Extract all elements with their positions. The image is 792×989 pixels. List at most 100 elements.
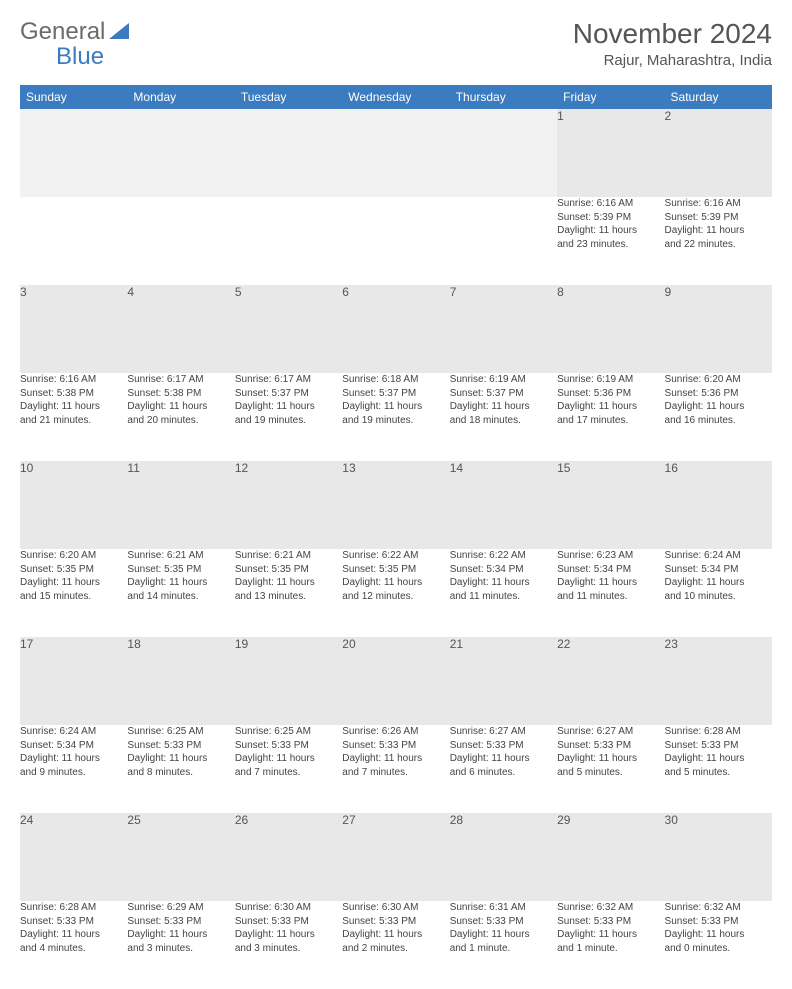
day1-text: Daylight: 11 hours <box>450 928 557 942</box>
sunrise-text: Sunrise: 6:16 AM <box>557 197 664 211</box>
sunrise-text: Sunrise: 6:24 AM <box>20 725 127 739</box>
day-number-cell: 24 <box>20 813 127 901</box>
day-number-cell: 21 <box>450 637 557 725</box>
day2-text: and 13 minutes. <box>235 590 342 604</box>
sunrise-text: Sunrise: 6:22 AM <box>450 549 557 563</box>
day-detail-cell: Sunrise: 6:20 AMSunset: 5:35 PMDaylight:… <box>20 549 127 637</box>
day-number-cell: 28 <box>450 813 557 901</box>
day1-text: Daylight: 11 hours <box>342 400 449 414</box>
day-detail-cell: Sunrise: 6:27 AMSunset: 5:33 PMDaylight:… <box>557 725 664 813</box>
sunset-text: Sunset: 5:34 PM <box>450 563 557 577</box>
sunset-text: Sunset: 5:39 PM <box>665 211 772 225</box>
sunrise-text: Sunrise: 6:30 AM <box>342 901 449 915</box>
sunset-text: Sunset: 5:33 PM <box>342 739 449 753</box>
day1-text: Daylight: 11 hours <box>127 752 234 766</box>
day-detail-cell <box>127 197 234 285</box>
day-detail-cell: Sunrise: 6:32 AMSunset: 5:33 PMDaylight:… <box>665 901 772 989</box>
sunset-text: Sunset: 5:34 PM <box>20 739 127 753</box>
day2-text: and 1 minute. <box>557 942 664 956</box>
day1-text: Daylight: 11 hours <box>557 928 664 942</box>
day2-text: and 7 minutes. <box>342 766 449 780</box>
day1-text: Daylight: 11 hours <box>127 928 234 942</box>
location-label: Rajur, Maharashtra, India <box>573 52 772 69</box>
weekday-header-row: Sunday Monday Tuesday Wednesday Thursday… <box>20 85 772 109</box>
day2-text: and 18 minutes. <box>450 414 557 428</box>
day1-text: Daylight: 11 hours <box>557 400 664 414</box>
sunset-text: Sunset: 5:34 PM <box>665 563 772 577</box>
sunset-text: Sunset: 5:33 PM <box>20 915 127 929</box>
sunset-text: Sunset: 5:35 PM <box>127 563 234 577</box>
detail-row: Sunrise: 6:16 AMSunset: 5:39 PMDaylight:… <box>20 197 772 285</box>
daynum-row: 3456789 <box>20 285 772 373</box>
day-number-cell: 13 <box>342 461 449 549</box>
day-number-cell: 6 <box>342 285 449 373</box>
daynum-row: 17181920212223 <box>20 637 772 725</box>
day-detail-cell: Sunrise: 6:21 AMSunset: 5:35 PMDaylight:… <box>235 549 342 637</box>
detail-row: Sunrise: 6:28 AMSunset: 5:33 PMDaylight:… <box>20 901 772 989</box>
day1-text: Daylight: 11 hours <box>235 400 342 414</box>
sunrise-text: Sunrise: 6:32 AM <box>557 901 664 915</box>
day1-text: Daylight: 11 hours <box>450 752 557 766</box>
day-detail-cell <box>342 197 449 285</box>
day2-text: and 7 minutes. <box>235 766 342 780</box>
brand-logo: General <box>20 18 129 46</box>
weekday-header: Wednesday <box>342 85 449 109</box>
day2-text: and 4 minutes. <box>20 942 127 956</box>
sunset-text: Sunset: 5:33 PM <box>235 915 342 929</box>
day2-text: and 22 minutes. <box>665 238 772 252</box>
day-detail-cell: Sunrise: 6:22 AMSunset: 5:34 PMDaylight:… <box>450 549 557 637</box>
day-detail-cell: Sunrise: 6:25 AMSunset: 5:33 PMDaylight:… <box>127 725 234 813</box>
day-number-cell: 4 <box>127 285 234 373</box>
day-number-cell: 8 <box>557 285 664 373</box>
day1-text: Daylight: 11 hours <box>342 752 449 766</box>
daynum-row: 12 <box>20 109 772 197</box>
day-number-cell: 12 <box>235 461 342 549</box>
sunrise-text: Sunrise: 6:25 AM <box>127 725 234 739</box>
sunset-text: Sunset: 5:35 PM <box>20 563 127 577</box>
day-detail-cell <box>450 197 557 285</box>
day1-text: Daylight: 11 hours <box>450 400 557 414</box>
day-number-cell: 10 <box>20 461 127 549</box>
day-detail-cell: Sunrise: 6:29 AMSunset: 5:33 PMDaylight:… <box>127 901 234 989</box>
day-detail-cell: Sunrise: 6:32 AMSunset: 5:33 PMDaylight:… <box>557 901 664 989</box>
weekday-header: Monday <box>127 85 234 109</box>
weekday-header: Sunday <box>20 85 127 109</box>
day-detail-cell: Sunrise: 6:20 AMSunset: 5:36 PMDaylight:… <box>665 373 772 461</box>
day-detail-cell: Sunrise: 6:30 AMSunset: 5:33 PMDaylight:… <box>235 901 342 989</box>
day-detail-cell: Sunrise: 6:17 AMSunset: 5:38 PMDaylight:… <box>127 373 234 461</box>
day1-text: Daylight: 11 hours <box>127 576 234 590</box>
day1-text: Daylight: 11 hours <box>557 752 664 766</box>
sunrise-text: Sunrise: 6:31 AM <box>450 901 557 915</box>
day1-text: Daylight: 11 hours <box>20 400 127 414</box>
detail-row: Sunrise: 6:16 AMSunset: 5:38 PMDaylight:… <box>20 373 772 461</box>
day-number-cell: 22 <box>557 637 664 725</box>
day-detail-cell: Sunrise: 6:16 AMSunset: 5:38 PMDaylight:… <box>20 373 127 461</box>
day-number-cell: 23 <box>665 637 772 725</box>
sunset-text: Sunset: 5:35 PM <box>342 563 449 577</box>
sunset-text: Sunset: 5:36 PM <box>665 387 772 401</box>
day1-text: Daylight: 11 hours <box>450 576 557 590</box>
day-number-cell: 7 <box>450 285 557 373</box>
day1-text: Daylight: 11 hours <box>665 400 772 414</box>
day-number-cell: 20 <box>342 637 449 725</box>
day-number-cell: 14 <box>450 461 557 549</box>
logo-triangle-icon <box>109 23 129 39</box>
weekday-header: Thursday <box>450 85 557 109</box>
day1-text: Daylight: 11 hours <box>20 752 127 766</box>
day1-text: Daylight: 11 hours <box>557 576 664 590</box>
day-number-cell: 15 <box>557 461 664 549</box>
day-detail-cell: Sunrise: 6:19 AMSunset: 5:37 PMDaylight:… <box>450 373 557 461</box>
sunrise-text: Sunrise: 6:27 AM <box>450 725 557 739</box>
sunrise-text: Sunrise: 6:28 AM <box>665 725 772 739</box>
day-number-cell: 11 <box>127 461 234 549</box>
day2-text: and 16 minutes. <box>665 414 772 428</box>
day-detail-cell: Sunrise: 6:30 AMSunset: 5:33 PMDaylight:… <box>342 901 449 989</box>
day-detail-cell <box>20 197 127 285</box>
day2-text: and 12 minutes. <box>342 590 449 604</box>
day-detail-cell: Sunrise: 6:24 AMSunset: 5:34 PMDaylight:… <box>20 725 127 813</box>
day2-text: and 5 minutes. <box>557 766 664 780</box>
sunset-text: Sunset: 5:33 PM <box>127 915 234 929</box>
day-detail-cell: Sunrise: 6:16 AMSunset: 5:39 PMDaylight:… <box>557 197 664 285</box>
day2-text: and 3 minutes. <box>127 942 234 956</box>
detail-row: Sunrise: 6:24 AMSunset: 5:34 PMDaylight:… <box>20 725 772 813</box>
